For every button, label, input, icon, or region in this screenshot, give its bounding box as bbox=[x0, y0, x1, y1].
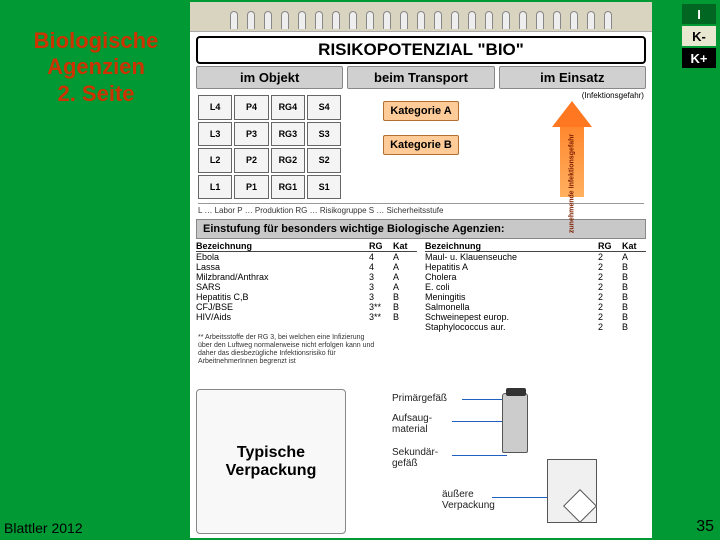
einstufung-title: Einstufung für besonders wichtige Biolog… bbox=[196, 219, 646, 239]
risk-arrow-icon: zunehmende Infektionsgefahr bbox=[552, 101, 592, 197]
page-number: 35 bbox=[696, 518, 714, 536]
label-absorb: Aufsaug- material bbox=[392, 413, 432, 435]
th-kat: Kat bbox=[393, 241, 417, 251]
content-card: RISIKOPOTENZIAL "BIO" im Objekt beim Tra… bbox=[190, 2, 652, 538]
risk-matrix: L4 P4 RG4 S4 L3 P3 RG3 S3 L2 P2 RG2 S2 L… bbox=[196, 93, 646, 201]
mcell: P2 bbox=[234, 148, 268, 173]
kategorie-a: Kategorie A bbox=[383, 101, 458, 121]
table-row: Ebola4A bbox=[196, 252, 417, 262]
nav-info-button[interactable]: I bbox=[682, 4, 716, 24]
matrix-grid: L4 P4 RG4 S4 L3 P3 RG3 S3 L2 P2 RG2 S2 L… bbox=[196, 93, 343, 201]
sidebar-title-l1: Biologische bbox=[6, 28, 186, 54]
packaging-diagram: Primärgefäß Aufsaug- material Sekundär- … bbox=[352, 389, 646, 534]
mcell: S4 bbox=[307, 95, 341, 120]
th-kat: Kat bbox=[622, 241, 646, 251]
table-row: Schweinepest europ.2B bbox=[425, 312, 646, 322]
nav-prev-button[interactable]: K- bbox=[682, 26, 716, 46]
label-secondary: Sekundär- gefäß bbox=[392, 447, 438, 469]
nav-buttons: I K- K+ bbox=[682, 4, 716, 68]
th-rg: RG bbox=[369, 241, 393, 251]
mcell: RG4 bbox=[271, 95, 305, 120]
card-title: RISIKOPOTENZIAL "BIO" bbox=[196, 36, 646, 64]
kategorie-b: Kategorie B bbox=[383, 135, 459, 155]
spiral-binding bbox=[190, 2, 652, 32]
mcell: RG3 bbox=[271, 122, 305, 147]
table-row: Hepatitis A2B bbox=[425, 262, 646, 272]
table-row: Meningitis2B bbox=[425, 292, 646, 302]
footer-author: Blattler 2012 bbox=[4, 520, 83, 536]
colhead-objekt: im Objekt bbox=[196, 66, 343, 89]
table-row: Milzbrand/Anthrax3A bbox=[196, 272, 417, 282]
colhead-transport: beim Transport bbox=[347, 66, 494, 89]
sidebar-title-l3: 2. Seite bbox=[6, 81, 186, 107]
mcell: L2 bbox=[198, 148, 232, 173]
mcell: L4 bbox=[198, 95, 232, 120]
mcell: S1 bbox=[307, 175, 341, 200]
mcell: S2 bbox=[307, 148, 341, 173]
nav-next-button[interactable]: K+ bbox=[682, 48, 716, 68]
mcell: RG2 bbox=[271, 148, 305, 173]
mcell: L1 bbox=[198, 175, 232, 200]
mcell: S3 bbox=[307, 122, 341, 147]
outerbox-icon bbox=[547, 459, 597, 523]
footnote: ** Arbeitsstoffe der RG 3, bei welchen e… bbox=[198, 334, 378, 366]
th-name: Bezeichnung bbox=[425, 241, 598, 251]
table-row: Hepatitis C,B3B bbox=[196, 292, 417, 302]
einsatz-note: (Infektionsgefahr) bbox=[582, 91, 644, 100]
table-row: E. coli2B bbox=[425, 282, 646, 292]
agent-table: Bezeichnung RG Kat Ebola4ALassa4AMilzbra… bbox=[196, 241, 646, 332]
tube-icon bbox=[502, 393, 528, 453]
mcell: P3 bbox=[234, 122, 268, 147]
label-outer: äußere Verpackung bbox=[442, 489, 495, 511]
table-row: Cholera2B bbox=[425, 272, 646, 282]
table-row: Maul- u. Klauenseuche2A bbox=[425, 252, 646, 262]
arrow-column: (Infektionsgefahr) zunehmende Infektions… bbox=[499, 93, 646, 201]
table-row: Staphylococcus aur.2B bbox=[425, 322, 646, 332]
table-row: Salmonella2B bbox=[425, 302, 646, 312]
table-row: HIV/Aids3**B bbox=[196, 312, 417, 322]
mcell: L3 bbox=[198, 122, 232, 147]
mcell: P4 bbox=[234, 95, 268, 120]
kategorie-column: Kategorie A Kategorie B bbox=[347, 93, 494, 201]
agent-right: Bezeichnung RG Kat Maul- u. Klauenseuche… bbox=[425, 241, 646, 332]
colhead-einsatz: im Einsatz bbox=[499, 66, 646, 89]
label-primary: Primärgefäß bbox=[392, 393, 447, 404]
packaging-section: Typische Verpackung Primärgefäß Aufsaug-… bbox=[196, 389, 646, 534]
matrix-legend: L … Labor P … Produktion RG … Risikogrup… bbox=[198, 203, 644, 215]
table-row: CFJ/BSE3**B bbox=[196, 302, 417, 312]
table-row: Lassa4A bbox=[196, 262, 417, 272]
table-row: SARS3A bbox=[196, 282, 417, 292]
packaging-title: Typische Verpackung bbox=[196, 389, 346, 534]
sidebar-title-l2: Agenzien bbox=[6, 54, 186, 80]
agent-left: Bezeichnung RG Kat Ebola4ALassa4AMilzbra… bbox=[196, 241, 417, 332]
sidebar-title: Biologische Agenzien 2. Seite bbox=[6, 28, 186, 107]
column-headers: im Objekt beim Transport im Einsatz bbox=[196, 66, 646, 89]
th-name: Bezeichnung bbox=[196, 241, 369, 251]
mcell: P1 bbox=[234, 175, 268, 200]
th-rg: RG bbox=[598, 241, 622, 251]
mcell: RG1 bbox=[271, 175, 305, 200]
arrow-label: zunehmende Infektionsgefahr bbox=[569, 134, 576, 233]
